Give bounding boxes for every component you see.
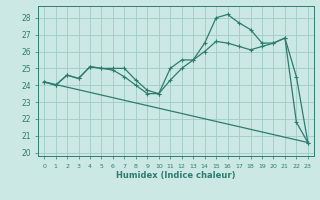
X-axis label: Humidex (Indice chaleur): Humidex (Indice chaleur) [116, 171, 236, 180]
